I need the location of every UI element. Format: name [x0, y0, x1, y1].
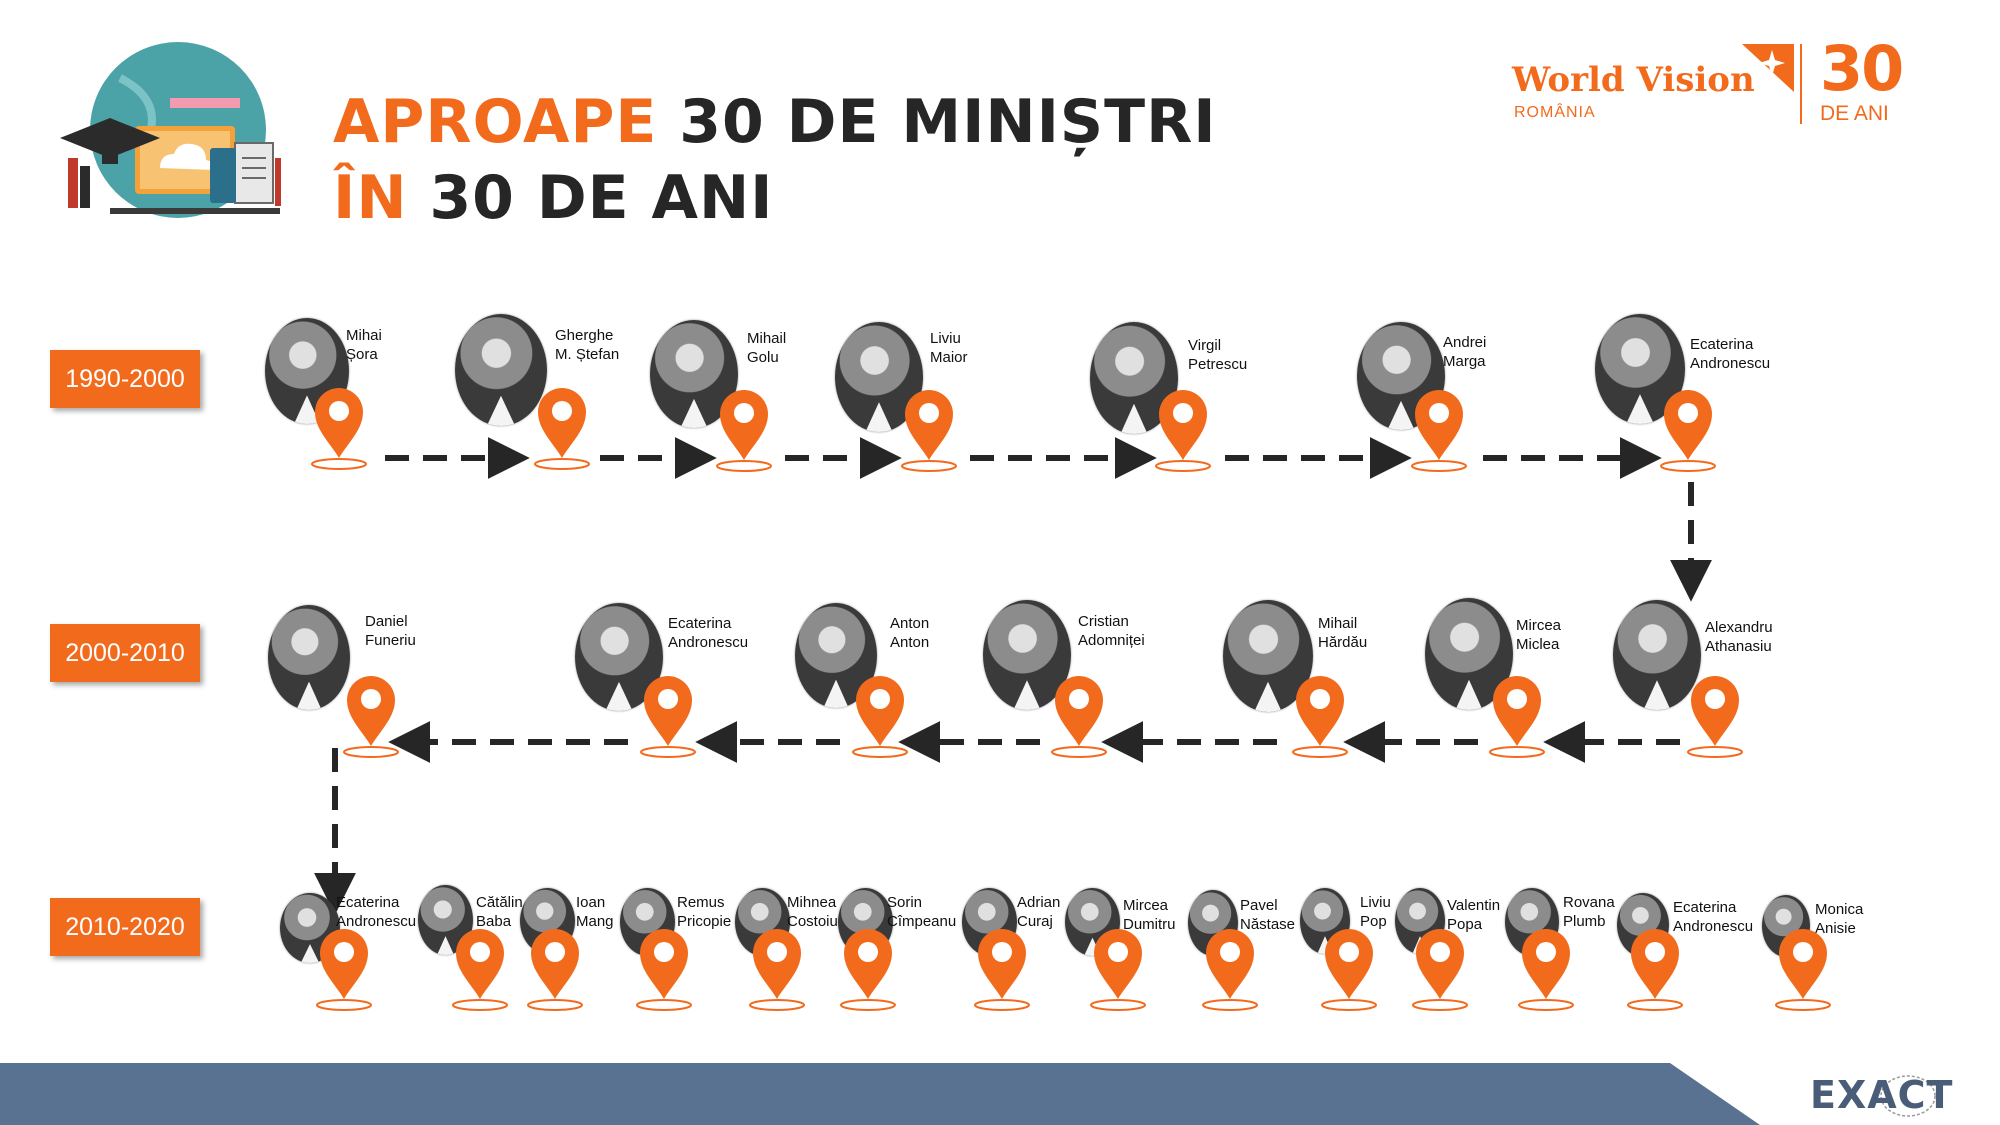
- location-pin-icon: [1660, 386, 1716, 474]
- minister-name: Gherghe M. Ștefan: [555, 327, 620, 363]
- location-pin-icon: [1412, 925, 1468, 1013]
- education-illustration-icon: [50, 38, 285, 223]
- minister-name: Pavel Năstase: [1240, 897, 1296, 933]
- location-pin-icon: [974, 925, 1030, 1013]
- location-pin-icon: [534, 384, 590, 472]
- location-pin-icon: [311, 384, 367, 472]
- minister-name: Anton Anton: [890, 615, 930, 651]
- minister-name: Mircea Miclea: [1516, 617, 1562, 653]
- minister-name: Valentin Popa: [1447, 897, 1501, 933]
- minister-photo: [268, 605, 350, 710]
- location-pin-icon: [343, 672, 399, 760]
- world-vision-logo: World Vision ROMÂNIA 30 DE ANI: [1508, 38, 1948, 128]
- star-icon: [1742, 42, 1797, 97]
- location-pin-icon: [852, 672, 908, 760]
- minister-name: Ioan Mang: [576, 894, 614, 930]
- location-pin-icon: [901, 386, 957, 474]
- location-pin-icon: [716, 386, 772, 474]
- location-pin-icon: [636, 925, 692, 1013]
- minister-name: Rovana Plumb: [1563, 894, 1615, 930]
- location-pin-icon: [527, 925, 583, 1013]
- location-pin-icon: [1687, 672, 1743, 760]
- title-accent-word: APROAPE: [333, 87, 658, 157]
- location-pin-icon: [1518, 925, 1574, 1013]
- minister-name: Remus Pricopie: [677, 894, 732, 930]
- minister-photo: [1613, 600, 1701, 710]
- location-pin-icon: [1489, 672, 1545, 760]
- title-text: 30 DE ANI: [429, 163, 774, 233]
- logo-divider: [1800, 44, 1802, 124]
- brand-name: World Vision: [1512, 60, 1755, 100]
- location-pin-icon: [749, 925, 805, 1013]
- location-pin-icon: [840, 925, 896, 1013]
- minister-name: Andrei Marga: [1443, 334, 1487, 370]
- decade-label-2000-2010: 2000-2010: [50, 624, 200, 682]
- location-pin-icon: [640, 672, 696, 760]
- minister-name: Cătălin Baba: [476, 894, 523, 930]
- minister-name: Mihai Șora: [346, 327, 382, 363]
- footer-bar: [0, 1063, 1760, 1125]
- orbit-icon: [1880, 1075, 1936, 1117]
- minister-name: Cristian Adomniței: [1078, 613, 1145, 649]
- minister-name: Daniel Funeriu: [365, 613, 416, 649]
- minister-name: Adrian Curaj: [1017, 894, 1061, 930]
- minister-photo: [983, 600, 1071, 710]
- anniversary-number: 30: [1820, 32, 1904, 105]
- minister-name: Ecaterina Andronescu: [1690, 336, 1771, 372]
- exact-logo: EXACT: [1808, 1070, 1993, 1120]
- location-pin-icon: [1627, 925, 1683, 1013]
- location-pin-icon: [1051, 672, 1107, 760]
- minister-name: Sorin Cîmpeanu: [887, 894, 957, 930]
- decade-label-2010-2020: 2010-2020: [50, 898, 200, 956]
- minister-name: Liviu Pop: [1360, 894, 1391, 930]
- location-pin-icon: [1321, 925, 1377, 1013]
- minister-name: Ecaterina Andronescu: [1673, 899, 1754, 935]
- minister-name: Ecaterina Andronescu: [336, 894, 417, 930]
- minister-name: Alexandru Athanasiu: [1705, 619, 1773, 655]
- minister-name: Virgil Petrescu: [1188, 337, 1248, 373]
- location-pin-icon: [1155, 386, 1211, 474]
- location-pin-icon: [452, 925, 508, 1013]
- title-text: 30 DE MINIȘTRI: [679, 87, 1217, 157]
- location-pin-icon: [1090, 925, 1146, 1013]
- location-pin-icon: [1202, 925, 1258, 1013]
- page-title-line2: ÎN 30 DE ANI: [333, 168, 773, 228]
- decade-label-1990-2000: 1990-2000: [50, 350, 200, 408]
- location-pin-icon: [1411, 386, 1467, 474]
- minister-name: Mihail Golu: [747, 330, 787, 366]
- brand-country: ROMÂNIA: [1514, 104, 1596, 121]
- minister-name: Mihail Hărdău: [1318, 615, 1368, 651]
- location-pin-icon: [316, 925, 372, 1013]
- anniversary-text: DE ANI: [1820, 102, 1889, 125]
- minister-photo: [455, 314, 547, 426]
- minister-name: Monica Anisie: [1815, 901, 1864, 937]
- location-pin-icon: [1775, 925, 1831, 1013]
- minister-name: Ecaterina Andronescu: [668, 615, 749, 651]
- minister-name: Liviu Maior: [930, 330, 968, 366]
- location-pin-icon: [1292, 672, 1348, 760]
- page-title-line1: APROAPE 30 DE MINIȘTRI: [333, 92, 1217, 152]
- footer-logo-text: EXACT: [1810, 1073, 1954, 1117]
- minister-name: Mircea Dumitru: [1123, 897, 1176, 933]
- minister-name: Mihnea Costoiu: [787, 894, 838, 930]
- title-accent-word: ÎN: [333, 163, 408, 233]
